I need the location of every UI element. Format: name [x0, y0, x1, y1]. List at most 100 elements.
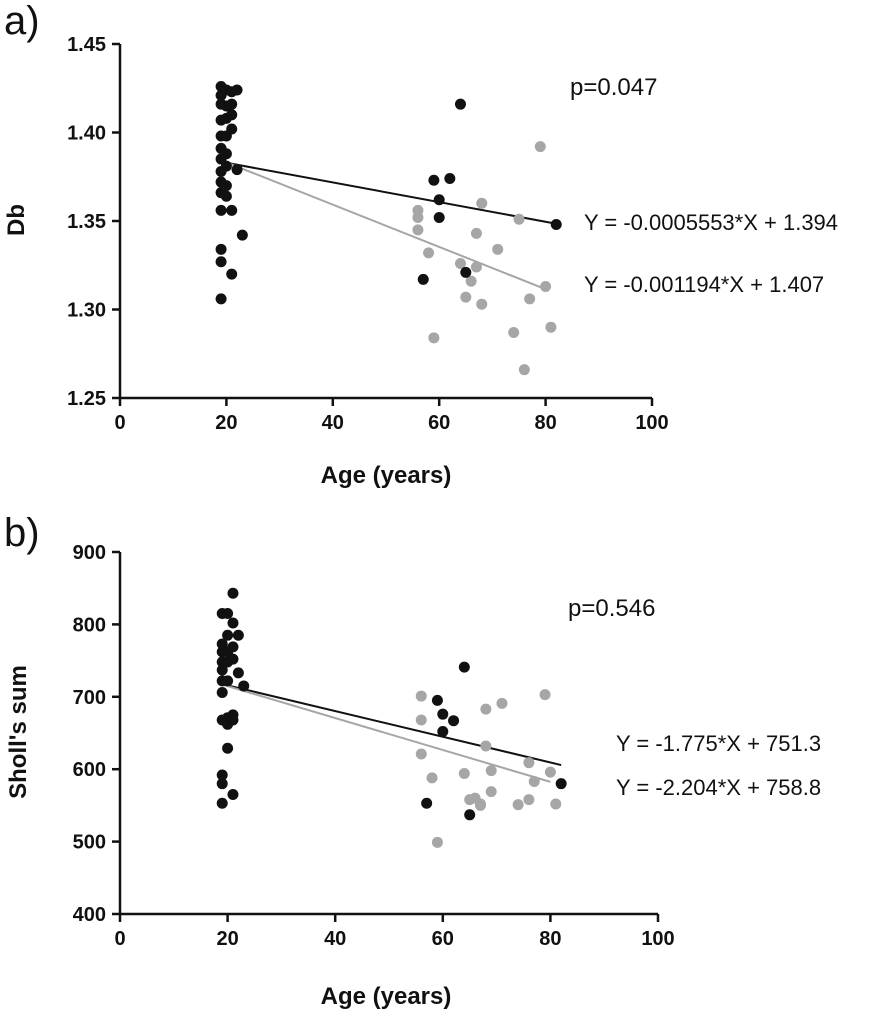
data-point-gray	[474, 798, 486, 810]
data-point-black	[220, 190, 232, 202]
data-point-black	[460, 266, 472, 278]
panel-label: b)	[4, 511, 40, 555]
fit-equation-gray: Y = -0.001194*X + 1.407	[584, 272, 824, 297]
data-point-gray	[454, 257, 466, 269]
data-point-black	[232, 629, 244, 641]
data-point-gray	[512, 799, 524, 811]
data-point-black	[216, 797, 228, 809]
data-point-gray	[550, 798, 562, 810]
x-axis-title: Age (years)	[321, 462, 452, 489]
data-point-gray	[470, 227, 482, 239]
x-tick-label: 100	[641, 928, 674, 950]
fit-line-gray	[220, 159, 546, 291]
data-point-gray	[545, 321, 557, 333]
fit-line-black	[221, 683, 562, 767]
data-point-black	[222, 608, 234, 620]
data-point-black	[444, 173, 456, 185]
y-tick-label: 1.30	[67, 300, 106, 322]
data-point-black	[238, 680, 250, 692]
data-point-black	[222, 675, 234, 687]
y-tick-label: 600	[73, 759, 106, 781]
y-tick-label: 1.35	[67, 211, 106, 233]
data-point-gray	[523, 794, 535, 806]
panel-label: a)	[4, 0, 40, 43]
data-point-black	[216, 686, 228, 698]
data-point-black	[215, 243, 227, 255]
data-point-black	[226, 109, 238, 121]
data-point-black	[458, 661, 470, 673]
x-tick-label: 20	[215, 412, 237, 434]
data-point-black	[437, 708, 449, 720]
data-point-black	[226, 123, 238, 135]
data-point-black	[428, 174, 440, 186]
data-point-black	[222, 629, 234, 641]
data-point-black	[216, 778, 228, 790]
data-point-gray	[423, 247, 435, 259]
data-point-black	[216, 769, 228, 781]
data-point-gray	[528, 776, 540, 788]
data-point-black	[431, 694, 443, 706]
x-tick-label: 40	[324, 928, 346, 950]
data-point-black	[433, 211, 445, 223]
y-axis-title: Db	[3, 204, 30, 236]
data-point-black	[227, 653, 239, 665]
data-point-gray	[465, 275, 477, 287]
data-point-gray	[534, 141, 546, 153]
data-point-black	[227, 641, 239, 653]
data-point-gray	[539, 689, 551, 701]
data-point-black	[464, 809, 476, 821]
fit-equation-black: Y = -1.775*X + 751.3	[616, 731, 821, 756]
data-point-gray	[431, 836, 443, 848]
data-point-black	[227, 789, 239, 801]
data-point-black	[555, 778, 567, 790]
data-point-gray	[540, 280, 552, 292]
data-point-gray	[428, 332, 440, 344]
data-point-gray	[470, 261, 482, 273]
data-point-black	[454, 98, 466, 110]
data-point-gray	[476, 298, 488, 310]
x-tick-label: 80	[534, 412, 556, 434]
x-tick-label: 40	[322, 412, 344, 434]
y-tick-label: 800	[73, 614, 106, 636]
data-point-gray	[476, 197, 488, 209]
data-point-gray	[412, 211, 424, 223]
data-point-gray	[524, 293, 536, 305]
data-point-gray	[508, 327, 520, 339]
y-tick-label: 1.40	[67, 123, 106, 145]
data-point-black	[227, 617, 239, 629]
panel-a: a) 1.25 1.30 1.35 1.40 1.45 0 20 40 60 80 100 p=0.…	[3, 0, 838, 489]
data-point-black	[226, 98, 238, 110]
data-point-black	[215, 293, 227, 305]
data-point-black	[236, 229, 248, 241]
data-point-black	[215, 256, 227, 268]
data-point-gray	[513, 213, 525, 225]
x-tick-label: 60	[428, 412, 450, 434]
data-point-black	[433, 194, 445, 206]
data-point-black	[226, 268, 238, 280]
data-point-gray	[412, 224, 424, 236]
panel-b: b) 400 500 600 700 800 900 0 20 40 60 80 100 p=0.54…	[4, 511, 821, 1010]
data-point-black	[220, 180, 232, 192]
x-tick-label: 0	[114, 928, 125, 950]
data-point-black	[227, 714, 239, 726]
data-point-black	[448, 715, 460, 727]
data-point-gray	[523, 757, 535, 769]
fit-equation-gray: Y = -2.204*X + 758.8	[616, 775, 821, 800]
y-tick-label: 400	[73, 904, 106, 926]
data-point-gray	[544, 766, 556, 778]
data-point-black	[437, 726, 449, 738]
data-point-black	[421, 797, 433, 809]
data-point-black	[220, 160, 232, 172]
data-point-black	[222, 742, 234, 754]
data-point-gray	[480, 703, 492, 715]
data-point-black	[231, 164, 243, 176]
fit-line-black	[220, 160, 557, 225]
data-point-gray	[458, 768, 470, 780]
data-point-gray	[480, 740, 492, 752]
p-value-annotation: p=0.047	[570, 74, 657, 101]
data-point-black	[216, 638, 228, 650]
data-point-gray	[485, 765, 497, 777]
data-point-black	[227, 587, 239, 599]
x-tick-label: 100	[635, 412, 668, 434]
